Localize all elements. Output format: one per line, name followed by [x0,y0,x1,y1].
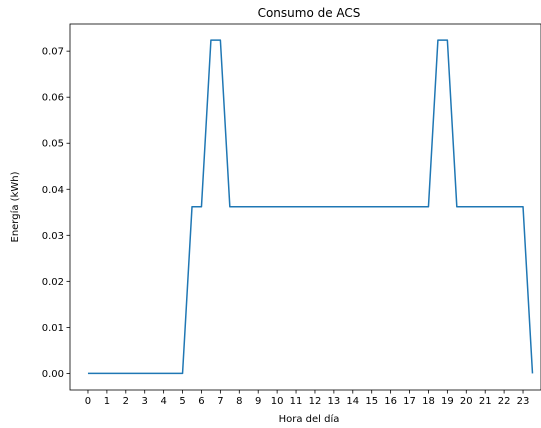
x-axis-ticks: 0 1 2 3 4 5 6 7 8 9 10 11 12 13 14 15 16 17 18 19 20 21 22 23 [85,390,530,407]
x-tick-label: 12 [309,396,322,407]
y-tick-label: 0.07 [42,47,64,58]
y-tick-label: 0.03 [42,231,64,242]
x-tick-label: 1 [104,396,110,407]
x-tick-label: 11 [290,396,303,407]
series-layer [87,39,534,375]
x-tick-label: 6 [198,396,204,407]
x-tick-label: 8 [236,396,242,407]
y-axis-label: Energía (kWh) [9,171,21,242]
y-tick-label: 0.06 [42,93,64,104]
y-tick-label: 0.05 [42,139,64,150]
series-line [87,39,534,375]
x-tick-label: 22 [498,396,511,407]
x-tick-label: 7 [217,396,223,407]
y-tick-label: 0.00 [42,369,64,380]
x-tick-label: 3 [142,396,148,407]
x-tick-label: 9 [255,396,261,407]
x-axis-label: Hora del día [279,413,340,425]
x-tick-label: 23 [517,396,530,407]
y-tick-label: 0.04 [42,185,64,196]
chart-title: Consumo de ACS [258,6,361,20]
y-axis-ticks: 0.00 0.01 0.02 0.03 0.04 0.05 0.06 0.07 [42,47,70,380]
x-tick-label: 14 [346,396,359,407]
y-tick-label: 0.02 [42,277,64,288]
x-tick-label: 13 [328,396,341,407]
x-tick-label: 18 [422,396,435,407]
x-tick-label: 17 [403,396,416,407]
x-tick-label: 2 [123,396,129,407]
x-tick-label: 19 [441,396,454,407]
y-tick-label: 0.01 [42,323,64,334]
x-tick-label: 21 [479,396,492,407]
plot-frame [69,23,541,391]
x-tick-label: 5 [179,396,185,407]
x-tick-label: 4 [160,396,166,407]
x-tick-label: 20 [460,396,473,407]
x-tick-label: 15 [365,396,378,407]
x-tick-label: 10 [271,396,284,407]
x-tick-label: 16 [384,396,397,407]
x-tick-label: 0 [85,396,91,407]
